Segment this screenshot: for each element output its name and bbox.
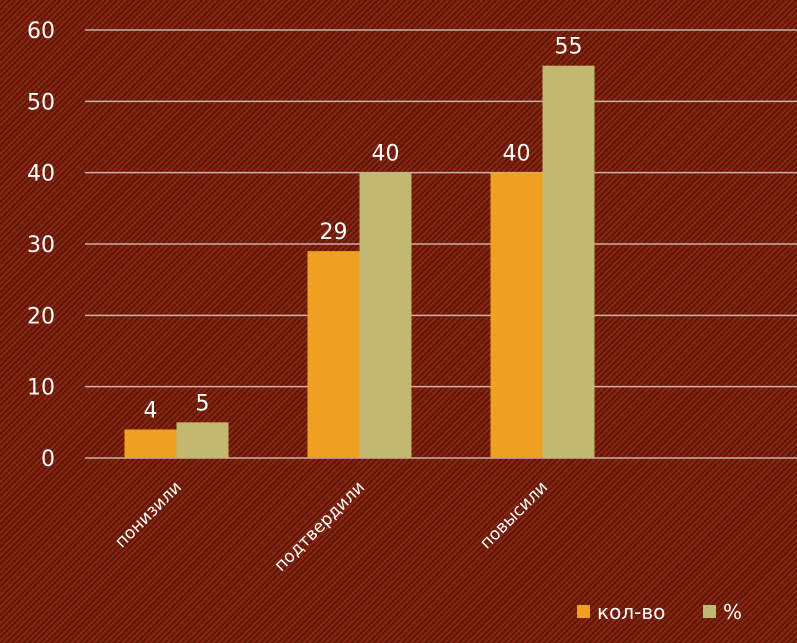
legend: кол-во% <box>577 600 742 624</box>
bar <box>124 429 177 458</box>
data-label: 55 <box>555 35 583 60</box>
bar <box>542 65 595 459</box>
data-label: 29 <box>320 220 348 245</box>
y-axis-ticks: 0 10 20 30 40 50 60 <box>27 19 55 472</box>
legend-swatch <box>577 605 590 618</box>
x-axis-categories: понизили подтвердили повысили <box>111 477 552 575</box>
data-label: 4 <box>144 398 158 423</box>
legend-label: кол-во <box>597 600 665 624</box>
data-label: 5 <box>196 391 210 416</box>
data-label: 40 <box>503 142 531 167</box>
y-tick-label: 40 <box>27 162 55 187</box>
y-tick-label: 50 <box>27 90 55 115</box>
x-category-label: понизили <box>111 477 186 552</box>
bars <box>124 65 595 459</box>
y-tick-label: 0 <box>41 447 55 472</box>
x-category-label: подтвердили <box>271 477 369 575</box>
data-labels: 4 5 29 40 40 55 <box>144 35 583 424</box>
x-category-label: повысили <box>476 477 552 553</box>
gridlines <box>85 29 797 459</box>
bar <box>176 422 229 458</box>
legend-swatch <box>703 605 716 618</box>
bar <box>307 251 360 458</box>
y-tick-label: 30 <box>27 233 55 258</box>
bar <box>359 172 412 458</box>
legend-label: % <box>723 600 742 624</box>
data-label: 40 <box>372 142 400 167</box>
y-tick-label: 60 <box>27 19 55 44</box>
y-tick-label: 20 <box>27 304 55 329</box>
y-tick-label: 10 <box>27 376 55 401</box>
bar <box>490 172 543 458</box>
